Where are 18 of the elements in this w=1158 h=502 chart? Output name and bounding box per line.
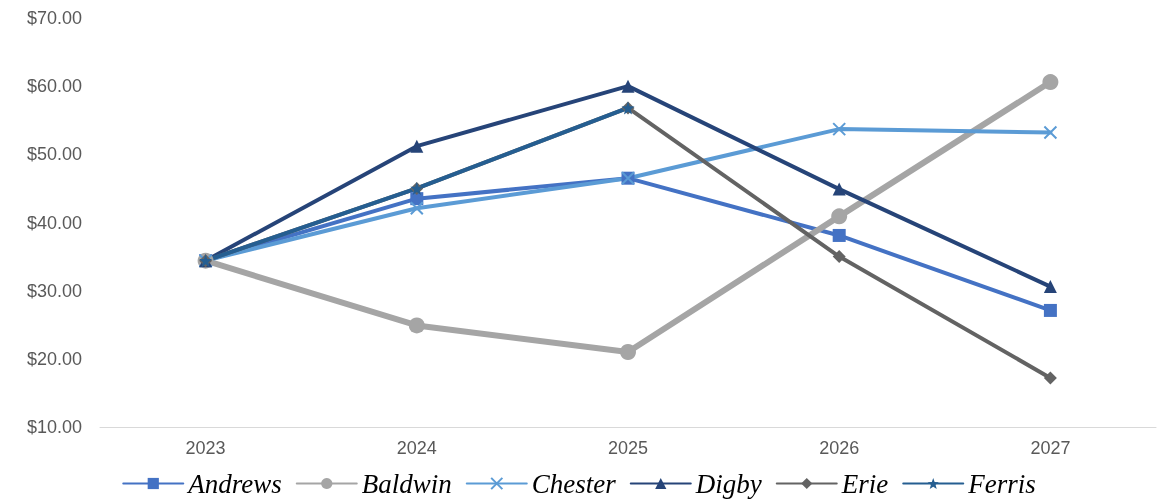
- y-tick-label: $30.00: [26, 280, 82, 301]
- x-tick-label: 2026: [819, 438, 860, 458]
- y-tick-label: $20.00: [26, 348, 82, 369]
- x-tick-label: 2023: [185, 438, 226, 458]
- y-tick-label: $70.00: [26, 8, 82, 28]
- x-tick-label: 2027: [1030, 438, 1071, 458]
- legend-label: Ferris: [967, 468, 1036, 499]
- legend-label: Andrews: [186, 468, 282, 499]
- y-tick-label: $40.00: [26, 212, 82, 233]
- legend-label: Erie: [840, 468, 889, 499]
- y-tick-label: $60.00: [26, 76, 82, 97]
- x-tick-label: 2025: [607, 438, 649, 458]
- legend-label: Digby: [694, 468, 762, 499]
- y-tick-label: $50.00: [26, 144, 82, 165]
- x-tick-label: 2024: [396, 438, 437, 458]
- legend-label: Baldwin: [361, 468, 452, 499]
- legend-label: Chester: [531, 468, 617, 499]
- y-tick-label: $10.00: [26, 417, 82, 437]
